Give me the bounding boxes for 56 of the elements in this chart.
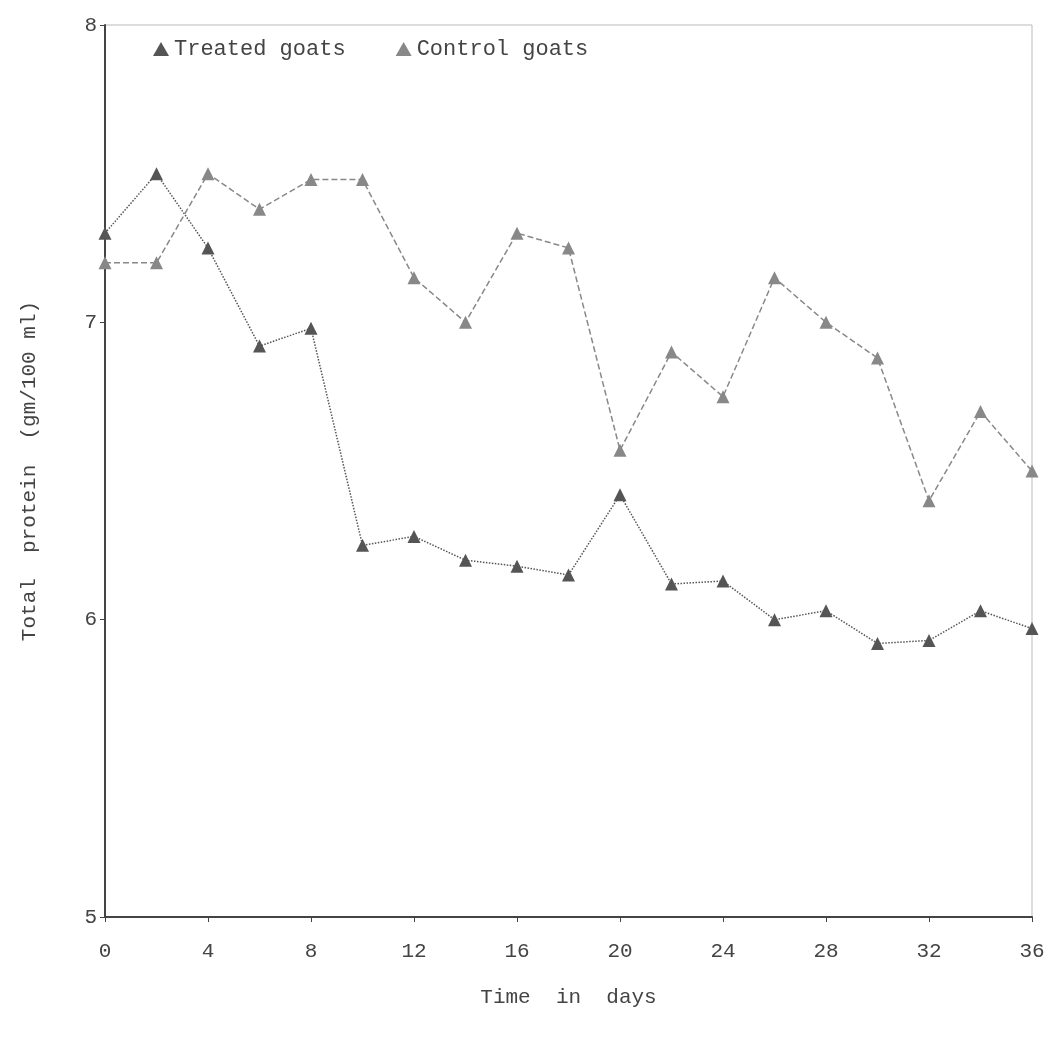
point bbox=[613, 443, 627, 457]
point bbox=[407, 529, 421, 543]
y-axis-title: Total protein (gm/100 ml) bbox=[18, 300, 41, 642]
point bbox=[871, 351, 884, 365]
y-tick-label: 5 bbox=[84, 905, 97, 929]
point bbox=[253, 202, 266, 216]
point bbox=[819, 604, 833, 618]
x-tick-label: 32 bbox=[916, 940, 942, 963]
point bbox=[98, 256, 112, 270]
point bbox=[1025, 622, 1039, 636]
point bbox=[819, 315, 833, 329]
legend-label: Treated goats bbox=[174, 36, 346, 62]
point bbox=[613, 488, 627, 502]
x-tick-label: 16 bbox=[504, 940, 530, 963]
x-tick-label: 4 bbox=[201, 940, 215, 963]
y-tick-label: 6 bbox=[84, 608, 97, 632]
point bbox=[150, 167, 163, 181]
point bbox=[356, 173, 369, 187]
point bbox=[665, 577, 678, 591]
point bbox=[304, 321, 318, 335]
point bbox=[253, 339, 266, 353]
point bbox=[768, 271, 781, 285]
point bbox=[716, 574, 730, 588]
point bbox=[356, 538, 369, 552]
point bbox=[459, 553, 472, 567]
point bbox=[922, 633, 936, 647]
point bbox=[201, 241, 215, 255]
legend-label: Control goats bbox=[416, 36, 589, 62]
point bbox=[459, 315, 472, 329]
point bbox=[150, 256, 163, 270]
point bbox=[665, 345, 678, 359]
point bbox=[768, 613, 781, 627]
point bbox=[201, 167, 215, 181]
point bbox=[974, 604, 987, 618]
x-axis-title: Time in days bbox=[480, 986, 657, 1009]
point bbox=[510, 559, 524, 573]
point bbox=[922, 494, 936, 508]
point bbox=[98, 226, 112, 240]
x-tick-label: 12 bbox=[401, 940, 427, 963]
point bbox=[871, 636, 884, 650]
point bbox=[974, 405, 987, 419]
x-tick-label: 20 bbox=[607, 940, 633, 963]
point bbox=[562, 568, 575, 582]
point bbox=[407, 271, 421, 285]
x-tick-label: 28 bbox=[813, 940, 839, 963]
x-tick-label: 36 bbox=[1019, 940, 1045, 963]
x-tick-label: 0 bbox=[98, 940, 112, 963]
point bbox=[562, 241, 575, 255]
y-tick-label: 7 bbox=[84, 310, 97, 334]
point bbox=[510, 226, 524, 240]
x-tick-label: 24 bbox=[710, 940, 736, 963]
x-tick-label: 8 bbox=[304, 940, 318, 963]
y-tick-label: 8 bbox=[84, 13, 97, 37]
point bbox=[304, 173, 318, 187]
point bbox=[1025, 464, 1039, 478]
point bbox=[716, 390, 730, 404]
